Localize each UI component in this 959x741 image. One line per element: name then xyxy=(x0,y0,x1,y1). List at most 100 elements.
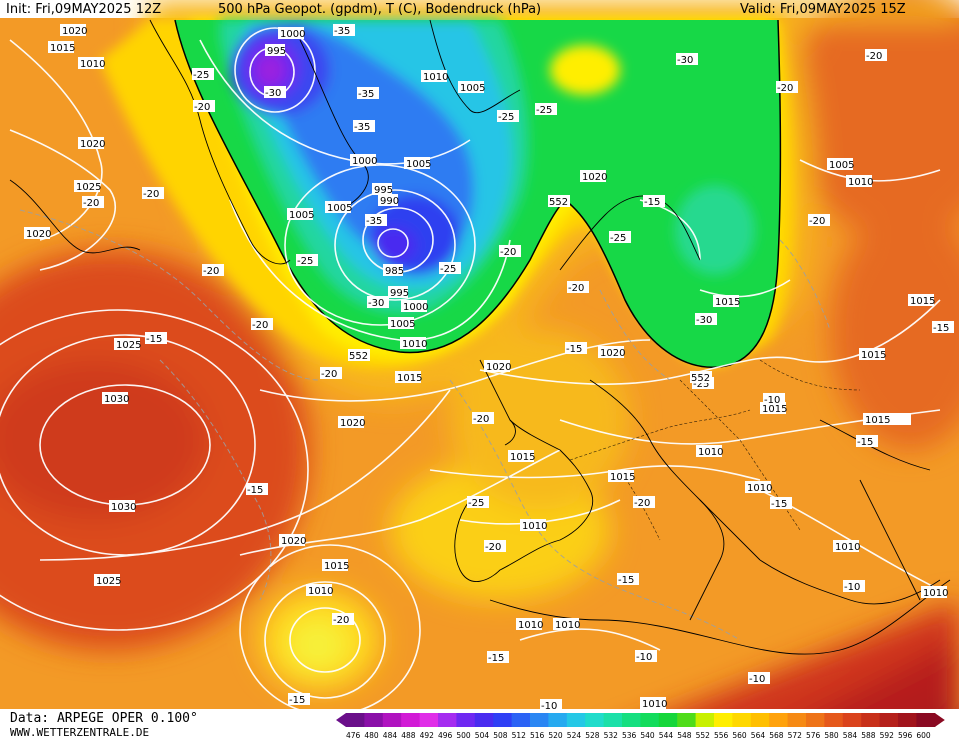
isobar-label: 1010 xyxy=(846,175,873,188)
svg-text:1015: 1015 xyxy=(865,415,890,426)
isobar-label: 1000 xyxy=(278,27,305,40)
temperature-label: -15 xyxy=(565,342,587,355)
svg-text:-15: -15 xyxy=(488,653,504,664)
colorbar-tick-label: 548 xyxy=(677,731,692,740)
svg-text:-35: -35 xyxy=(358,89,374,100)
colorbar-cell xyxy=(842,713,862,727)
init-time: Init: Fri,09MAY2025 12Z xyxy=(6,2,162,17)
isobar-label: 1020 xyxy=(338,416,365,429)
colorbar-tick-label: 584 xyxy=(843,731,858,740)
colorbar-tick-label: 592 xyxy=(880,731,895,740)
svg-text:1015: 1015 xyxy=(397,373,422,384)
svg-text:1020: 1020 xyxy=(281,536,306,547)
temperature-label: -20 xyxy=(193,100,215,113)
svg-text:-30: -30 xyxy=(696,315,712,326)
svg-text:1015: 1015 xyxy=(510,452,535,463)
svg-text:1030: 1030 xyxy=(111,502,136,513)
colorbar-tick-label: 504 xyxy=(475,731,490,740)
colorbar-tick-label: 500 xyxy=(456,731,471,740)
colorbar-arrow-right xyxy=(934,713,945,727)
colorbar-cell xyxy=(879,713,899,727)
svg-text:1025: 1025 xyxy=(76,182,101,193)
isobar-label: 1015 xyxy=(863,413,911,426)
temperature-label: -25 xyxy=(192,68,214,81)
colorbar-cell xyxy=(419,713,439,727)
temperature-label: -20 xyxy=(484,540,506,553)
isobar-label: 995 xyxy=(372,183,393,196)
colorbar-tick-label: 556 xyxy=(714,731,729,740)
isobar-label: 990 xyxy=(378,194,399,207)
map-title: 500 hPa Geopot. (gpdm), T (C), Bodendruc… xyxy=(218,2,542,17)
colorbar-cell xyxy=(364,713,384,727)
isobar-label: 1005 xyxy=(404,157,431,170)
colorbar-tick-label: 564 xyxy=(751,731,766,740)
colorbar-tick-label: 488 xyxy=(401,731,416,740)
svg-text:552: 552 xyxy=(349,351,368,362)
isobar-label: 1000 xyxy=(401,300,428,313)
isobar-label: 1010 xyxy=(78,57,105,70)
colorbar-tick-label: 576 xyxy=(806,731,821,740)
svg-text:-25: -25 xyxy=(193,70,209,81)
colorbar-cell xyxy=(382,713,402,727)
svg-text:1000: 1000 xyxy=(280,29,305,40)
colorbar-tick-label: 508 xyxy=(493,731,508,740)
temperature-label: -35 xyxy=(357,87,379,100)
colorbar: 476 480 484 488 492 496 500 504 508 512 516 520 524 5… xyxy=(336,713,945,740)
svg-text:-15: -15 xyxy=(933,323,949,334)
svg-text:995: 995 xyxy=(374,185,393,196)
isobar-label: 995 xyxy=(265,44,286,57)
isobar-label: 1005 xyxy=(388,317,415,330)
svg-text:-25: -25 xyxy=(468,498,484,509)
isobar-label: 1005 xyxy=(458,81,485,94)
colorbar-cell xyxy=(401,713,421,727)
map-footer: Data: ARPEGE OPER 0.100° WWW.WETTERZENTR… xyxy=(0,709,959,741)
svg-text:-20: -20 xyxy=(333,615,349,626)
colorbar-tick-label: 552 xyxy=(696,731,711,740)
temperature-label: -10 xyxy=(540,699,562,712)
isobar-label: 1020 xyxy=(24,227,51,240)
colorbar-tick-label: 540 xyxy=(640,731,655,740)
temperature-label: -20 xyxy=(320,367,342,380)
colorbar-cell xyxy=(603,713,623,727)
svg-text:-25: -25 xyxy=(498,112,514,123)
svg-text:1020: 1020 xyxy=(340,418,365,429)
isobar-label: 1000 xyxy=(350,154,377,167)
isobar-label: 1025 xyxy=(114,338,141,351)
isobar-label: 1020 xyxy=(598,346,625,359)
isobar-label: 1015 xyxy=(859,348,886,361)
svg-text:-20: -20 xyxy=(321,369,337,380)
isobar-label: 985 xyxy=(383,264,404,277)
geopotential-label: 552 xyxy=(548,195,570,208)
svg-text:1005: 1005 xyxy=(829,160,854,171)
svg-text:-10: -10 xyxy=(636,652,652,663)
temperature-label: -10 xyxy=(763,393,785,406)
colorbar-tick-label: 600 xyxy=(916,731,931,740)
svg-text:995: 995 xyxy=(267,46,286,57)
colorbar-cell xyxy=(695,713,715,727)
isobar-label: 1010 xyxy=(553,618,580,631)
isobar-label: 1005 xyxy=(827,158,854,171)
svg-text:-10: -10 xyxy=(844,582,860,593)
colorbar-tick-label: 520 xyxy=(548,731,563,740)
isobar-label: 1010 xyxy=(745,481,772,494)
colorbar-tick-label: 580 xyxy=(824,731,839,740)
svg-text:1015: 1015 xyxy=(861,350,886,361)
svg-text:-15: -15 xyxy=(566,344,582,355)
svg-text:1010: 1010 xyxy=(642,699,667,710)
svg-text:1020: 1020 xyxy=(80,139,105,150)
temperature-label: -15 xyxy=(617,573,639,586)
colorbar-arrow-left xyxy=(336,713,346,727)
colorbar-tick-label: 524 xyxy=(567,731,582,740)
colorbar-cell xyxy=(861,713,881,727)
colorbar-cell xyxy=(511,713,531,727)
temperature-label: -25 xyxy=(467,496,489,509)
colorbar-tick-label: 512 xyxy=(512,731,527,740)
geopotential-label: 552 xyxy=(348,349,370,362)
svg-text:1010: 1010 xyxy=(698,447,723,458)
svg-text:-25: -25 xyxy=(440,264,456,275)
colorbar-tick-label: 568 xyxy=(769,731,784,740)
svg-text:-20: -20 xyxy=(866,51,882,62)
temperature-label: -20 xyxy=(808,214,830,227)
svg-text:1005: 1005 xyxy=(327,203,352,214)
isobar-label: 1020 xyxy=(484,360,511,373)
